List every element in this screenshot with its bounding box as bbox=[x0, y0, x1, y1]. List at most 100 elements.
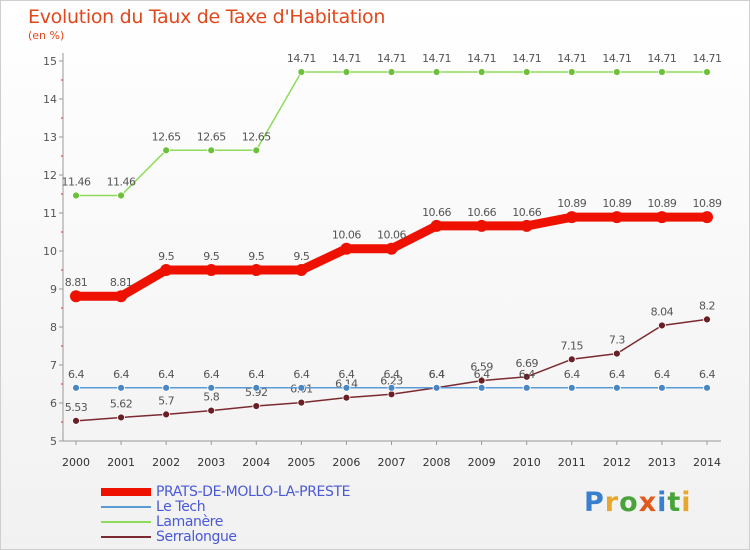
y-tick-label: 8 bbox=[50, 321, 57, 334]
x-tick-label: 2004 bbox=[242, 456, 270, 469]
data-point bbox=[340, 242, 353, 255]
data-label: 10.66 bbox=[422, 206, 451, 219]
data-point bbox=[385, 242, 398, 255]
data-label: 6.4 bbox=[519, 368, 535, 381]
data-point bbox=[610, 211, 623, 224]
data-point bbox=[658, 321, 666, 330]
legend-swatch-lamanere bbox=[101, 521, 151, 523]
data-point bbox=[432, 68, 441, 76]
data-point bbox=[117, 383, 125, 392]
y-tick-label: 13 bbox=[43, 131, 57, 144]
series-serralongue: 5.535.625.75.85.926.016.146.236.46.596.6… bbox=[65, 299, 716, 425]
legend-label: Le Tech bbox=[156, 499, 206, 515]
data-label: 12.65 bbox=[197, 130, 226, 143]
data-label: 6.4 bbox=[384, 368, 400, 381]
y-tick-label: 14 bbox=[43, 93, 57, 106]
data-point bbox=[612, 383, 621, 392]
data-label: 6.4 bbox=[429, 368, 445, 381]
data-label: 8.81 bbox=[110, 276, 133, 289]
logo-letter: t bbox=[667, 487, 682, 518]
data-label: 10.66 bbox=[512, 206, 541, 219]
y-axis-unit: (en %) bbox=[28, 29, 65, 42]
y-tick-label: 9 bbox=[50, 283, 57, 296]
y-tick-label: 12 bbox=[43, 169, 57, 182]
data-point bbox=[117, 413, 125, 422]
data-label: 14.71 bbox=[332, 52, 361, 65]
data-point bbox=[297, 383, 306, 392]
x-tick-label: 2013 bbox=[648, 456, 676, 469]
data-point bbox=[342, 383, 351, 392]
series-prats: 8.81 8.81 9.5 9.5 9.5 9.5 10.06 10.06 10.66 10.66… bbox=[65, 197, 722, 303]
data-label: 6.4 bbox=[429, 368, 445, 381]
data-point bbox=[162, 383, 171, 392]
data-label: 14.71 bbox=[422, 52, 451, 65]
data-label: 6.23 bbox=[380, 374, 403, 387]
data-point bbox=[295, 264, 308, 276]
data-point bbox=[522, 372, 531, 381]
data-point bbox=[477, 68, 486, 76]
data-point bbox=[297, 68, 306, 76]
data-label: 6.4 bbox=[203, 368, 219, 381]
data-point bbox=[703, 315, 711, 324]
data-label: 6.4 bbox=[158, 368, 174, 381]
data-label: 14.71 bbox=[693, 52, 722, 65]
data-point bbox=[252, 146, 261, 155]
line-chart: 5 6 7 8 9 10 11 12 13 14 15 2000 2001 2002 2003 2004 200… bbox=[43, 52, 722, 469]
data-label: 11.46 bbox=[62, 176, 91, 189]
data-label: 7.15 bbox=[561, 339, 584, 352]
data-point bbox=[162, 410, 171, 419]
data-label: 6.4 bbox=[293, 368, 309, 381]
data-point bbox=[522, 68, 531, 76]
data-label: 12.65 bbox=[152, 130, 181, 143]
data-point bbox=[115, 290, 128, 303]
data-label: 14.71 bbox=[467, 52, 496, 65]
logo-letter: r bbox=[604, 487, 620, 518]
data-label: 14.71 bbox=[602, 52, 631, 65]
y-tick-label: 15 bbox=[43, 55, 57, 68]
data-point bbox=[70, 290, 82, 303]
series-le-tech: 6.4 6.4 6.4 6.4 6.4 6.4 6.4 6.4 6.4 6.4 6.4 6.4 6.4 6… bbox=[68, 368, 716, 392]
x-tick-label: 2006 bbox=[332, 456, 360, 469]
data-label: 5.92 bbox=[245, 386, 268, 399]
data-point bbox=[297, 398, 306, 407]
logo-letter: i bbox=[657, 487, 668, 518]
data-point bbox=[162, 146, 171, 155]
data-point bbox=[432, 383, 441, 392]
data-point bbox=[703, 68, 711, 76]
data-label: 5.53 bbox=[65, 401, 88, 414]
x-tick-label: 2001 bbox=[107, 456, 135, 469]
data-label: 8.2 bbox=[699, 299, 715, 312]
data-label: 6.69 bbox=[515, 357, 538, 370]
data-label: 10.06 bbox=[377, 229, 406, 242]
data-point bbox=[612, 68, 621, 76]
data-label: 5.62 bbox=[110, 397, 133, 410]
data-label: 6.4 bbox=[248, 368, 264, 381]
x-tick-label: 2014 bbox=[693, 456, 721, 469]
data-label: 6.4 bbox=[654, 368, 670, 381]
series-lamanere: 11.46 11.46 12.65 12.65 12.65 14.71 14.71 14.71… bbox=[62, 52, 722, 200]
data-point bbox=[658, 68, 666, 76]
data-label: 10.66 bbox=[467, 206, 496, 219]
y-tick-label: 11 bbox=[43, 207, 57, 220]
data-label: 10.89 bbox=[602, 197, 631, 210]
y-tick-label: 6 bbox=[50, 397, 57, 410]
x-tick-label: 2002 bbox=[152, 456, 180, 469]
x-tick-label: 2003 bbox=[197, 456, 225, 469]
x-tick-label: 2000 bbox=[62, 456, 90, 469]
data-label: 9.5 bbox=[293, 250, 309, 263]
data-point bbox=[567, 355, 576, 364]
data-label: 9.5 bbox=[248, 250, 264, 263]
data-label: 6.4 bbox=[609, 368, 625, 381]
logo-letter: i bbox=[681, 487, 692, 518]
data-point bbox=[387, 390, 396, 399]
data-point bbox=[612, 349, 621, 358]
data-point bbox=[475, 219, 488, 232]
data-label: 9.5 bbox=[158, 250, 174, 263]
data-point bbox=[72, 191, 80, 200]
data-point bbox=[387, 383, 396, 392]
data-label: 6.4 bbox=[699, 368, 715, 381]
data-point bbox=[567, 383, 576, 392]
legend-label: PRATS-DE-MOLLO-LA-PRESTE bbox=[156, 484, 351, 500]
data-label: 7.3 bbox=[609, 334, 625, 347]
